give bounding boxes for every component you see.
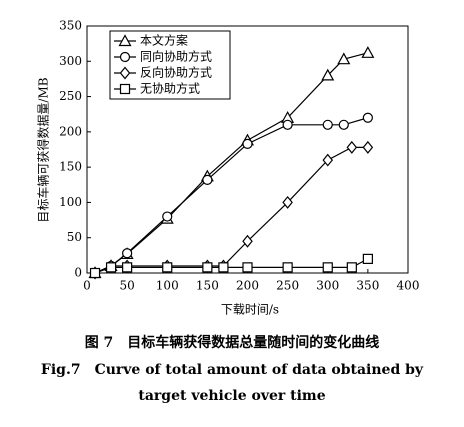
data-point xyxy=(242,262,253,273)
caption-en: target vehicle over time xyxy=(138,388,325,404)
data-point xyxy=(242,234,253,248)
caption-en: Fig.7 Curve of total amount of data obta… xyxy=(41,362,424,378)
y-tick-label: 300 xyxy=(59,54,82,68)
data-point xyxy=(162,262,173,273)
data-point xyxy=(322,153,334,167)
data-point xyxy=(122,262,133,273)
data-point xyxy=(282,119,293,130)
y-tick-label: 250 xyxy=(59,89,82,103)
x-tick-label: 350 xyxy=(356,279,379,293)
data-point xyxy=(346,140,358,154)
data-point xyxy=(202,174,213,185)
data-point xyxy=(322,262,333,273)
legend-marker xyxy=(119,51,131,63)
x-tick-label: 50 xyxy=(119,279,134,293)
data-point xyxy=(122,248,133,259)
data-point xyxy=(282,195,293,209)
data-point xyxy=(362,140,374,154)
legend-marker xyxy=(119,83,131,95)
data-point xyxy=(346,262,357,273)
x-tick-label: 250 xyxy=(276,279,299,293)
data-point xyxy=(362,253,373,264)
series-line xyxy=(94,117,369,274)
data-point xyxy=(362,112,373,123)
data-point xyxy=(322,119,333,130)
data-point xyxy=(162,211,173,222)
series-line xyxy=(94,146,368,274)
data-point xyxy=(282,262,293,273)
x-tick-label: 300 xyxy=(316,279,339,293)
y-tick-label: 200 xyxy=(59,124,82,138)
y-tick-label: 150 xyxy=(59,160,82,174)
caption-cn: 图 7 目标车辆获得数据总量随时间的变化曲线 xyxy=(85,334,380,351)
y-tick-label: 0 xyxy=(74,266,82,280)
legend-label: 反向协助方式 xyxy=(140,65,212,80)
data-point xyxy=(218,262,229,273)
data-point xyxy=(338,119,349,130)
data-point xyxy=(361,46,375,58)
data-point xyxy=(89,267,101,279)
x-tick-label: 200 xyxy=(236,279,259,293)
legend-marker xyxy=(119,66,131,80)
x-axis-label: 下载时间/s xyxy=(221,303,279,317)
y-axis-label: 目标车辆可获得数据量/MB xyxy=(36,77,51,222)
data-point xyxy=(321,68,335,81)
data-point xyxy=(242,138,253,149)
x-tick-label: 0 xyxy=(83,279,91,293)
x-tick-label: 400 xyxy=(397,279,420,293)
y-tick-label: 50 xyxy=(67,230,82,244)
x-tick-label: 150 xyxy=(196,279,219,293)
x-tick-label: 100 xyxy=(156,279,179,293)
data-point xyxy=(202,262,213,273)
legend-label: 无协助方式 xyxy=(140,81,200,96)
data-point xyxy=(337,52,351,65)
data-point xyxy=(105,262,117,273)
legend-marker xyxy=(118,34,132,47)
y-tick-label: 100 xyxy=(59,195,82,209)
legend-label: 本文方案 xyxy=(140,33,188,48)
legend-label: 同向协助方式 xyxy=(140,49,212,64)
y-tick-label: 350 xyxy=(59,19,82,33)
